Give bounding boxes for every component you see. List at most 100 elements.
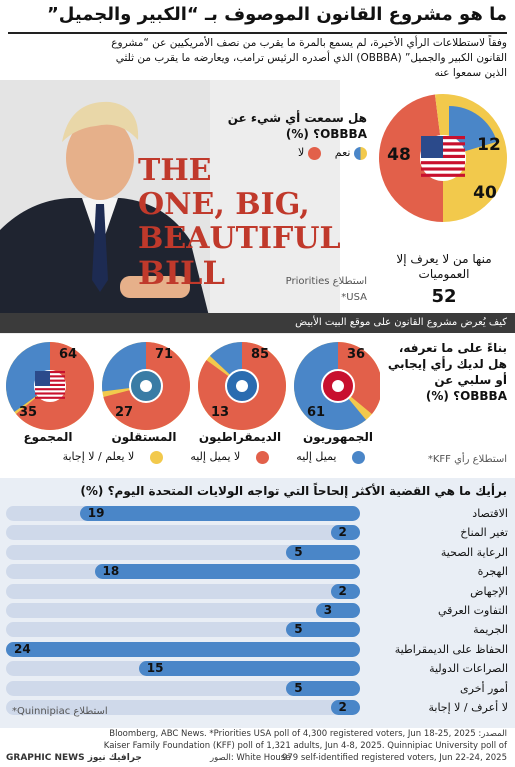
issue-label: الحفاظ على الديمقراطية (394, 642, 508, 656)
pie-slice-no (379, 94, 443, 222)
pie-label-favorable: 61 (307, 405, 325, 420)
bar-fill (315, 603, 360, 618)
source-note: المصدر: Bloomberg, ABC News. *Priorities… (103, 729, 507, 763)
unknown-value: 52 (431, 286, 457, 307)
pie-label-unfavorable: 71 (155, 347, 173, 362)
group-label: الديمقراطيون (198, 430, 282, 444)
issues-poll-source: استطلاع Quinnipiac* (12, 706, 108, 717)
bar-fill (286, 680, 360, 696)
bar-track (6, 680, 360, 696)
bar-value: 2 (338, 700, 347, 714)
issue-label: الصراعات الدولية (429, 662, 508, 676)
bar-fill (286, 622, 360, 638)
issue-bar-row: 19 (6, 506, 360, 521)
bar-fill (79, 506, 360, 521)
legend-favorable-swatch (352, 450, 365, 464)
bar-fill (330, 525, 360, 541)
issue-bar-row: 2 (6, 700, 360, 715)
issue-bar-row: 2 (6, 525, 360, 541)
bar-track (6, 700, 360, 715)
pie-label-unfavorable: 36 (347, 347, 365, 362)
issue-label: الاقتصاد (472, 507, 508, 520)
issue-bar-row: 2 (6, 583, 360, 599)
brand: GRAPHIC NEWS جرافيك نيوز (6, 753, 142, 763)
bar-value: 15 (146, 661, 164, 676)
legend-unfavorable-swatch (255, 450, 269, 464)
pie-label-favorable: 27 (115, 405, 133, 420)
opinion-pie: 71 27 (102, 342, 190, 430)
bar-track (6, 544, 360, 560)
opinion-pie: 64 35 (6, 342, 94, 430)
opinion-question: بناءً على ما تعرفه، هل لديك رأي إيجابي أ… (387, 341, 507, 403)
intro-text: وفقاً لاستطلاعات الرأي الأخيرة، لم يسمع … (111, 37, 507, 79)
bar-value: 19 (87, 506, 105, 520)
book-title-line: BEAUTIFUL (138, 221, 341, 256)
bar-fill (286, 544, 360, 560)
issue-bar-row: 24 (6, 641, 360, 657)
bar-value: 18 (102, 564, 120, 579)
legend-favorable-label: يميل إليه (296, 450, 337, 463)
pie-label-unfavorable: 64 (59, 347, 77, 362)
bar-fill (6, 641, 360, 657)
opinion-poll-source: استطلاع رأي KFF* (427, 454, 507, 465)
issues-question: برأيك ما هي القضية الأكثر إلحاحاً التي ت… (80, 484, 507, 498)
book-title: THE ONE, BIG, BEAUTIFUL BILL (138, 153, 341, 292)
book-title-line: THE (138, 153, 212, 188)
issue-label: التفاوت العرقي (437, 604, 508, 617)
legend-no-label: لا (298, 146, 305, 159)
opinion-section: 36 61 85 13 71 27 64 35 الجمهوريون الديمقراطيون… (0, 334, 515, 474)
group-label: الجمهوريون (303, 430, 373, 444)
pie-label-yes: 12 (477, 135, 501, 155)
pie-slice-unfavorable (338, 342, 380, 415)
us-flag-icon (34, 370, 66, 402)
donkey-icon (225, 369, 259, 403)
elephant-icon (321, 369, 355, 403)
bar-value: 5 (294, 622, 303, 637)
issue-label: تغير المناخ (460, 526, 508, 540)
legend-yes-label: نعم (334, 146, 351, 159)
page-title: ما هو مشروع القانون الموصوف بـ “الكبير و… (8, 4, 507, 34)
bar-fill (94, 564, 360, 580)
bar-value: 3 (323, 603, 333, 617)
legend-no-swatch (307, 146, 321, 160)
bar-value: 2 (338, 583, 347, 598)
pie-label-generalities: 40 (473, 183, 497, 203)
usa-note: *USA (341, 292, 367, 303)
issue-label: الجريمة (473, 623, 508, 637)
bar-value: 24 (14, 641, 31, 656)
bar-track (6, 622, 360, 638)
bar-track (6, 583, 360, 599)
pie-label-favorable: 13 (211, 405, 229, 420)
us-flag-icon (420, 135, 466, 181)
opinion-pie: 85 13 (198, 342, 286, 430)
hand-icon (129, 369, 163, 403)
group-label: المجموع (23, 430, 73, 444)
group-label: المستقلون (111, 430, 177, 444)
issue-bar-row: 5 (6, 544, 360, 560)
opinion-pie: 36 61 (294, 342, 380, 430)
pie-label-no: 48 (387, 145, 411, 165)
book-title-line: BILL (138, 254, 226, 292)
issue-bar-row: 5 (6, 622, 360, 638)
pie-slice-favorable (6, 342, 50, 412)
portrait-image (0, 80, 210, 320)
opinion-legend: يميل إليه لا يميل إليه لا يعلم / لا إجاب… (39, 450, 365, 464)
bar-value: 5 (294, 680, 303, 695)
issue-label: الهجرة (477, 565, 508, 579)
heard-pie-chart: 12 48 40 (379, 94, 507, 222)
photo-credit: الصور: White House (210, 753, 291, 763)
issue-bar-row: 15 (6, 661, 360, 677)
issues-section: برأيك ما هي القضية الأكثر إلحاحاً التي ت… (0, 478, 515, 728)
footer: المصدر: Bloomberg, ABC News. *Priorities… (0, 728, 515, 767)
issue-bar-row: 3 (6, 603, 360, 618)
bar-fill (138, 661, 360, 677)
bar-track (6, 525, 360, 541)
bar-value: 2 (338, 525, 347, 540)
legend-dontknow-label: لا يعلم / لا إجابة (62, 450, 135, 463)
issue-label: أمور أخرى (460, 681, 508, 695)
bar-fill (330, 583, 360, 599)
pie-label-unfavorable: 85 (251, 347, 269, 362)
heard-question: هل سمعت أي شيء عن OBBBA؟ (%) (227, 111, 367, 141)
opinion-pie-charts: 36 61 85 13 71 27 64 35 (6, 342, 380, 430)
bar-track (6, 603, 360, 618)
